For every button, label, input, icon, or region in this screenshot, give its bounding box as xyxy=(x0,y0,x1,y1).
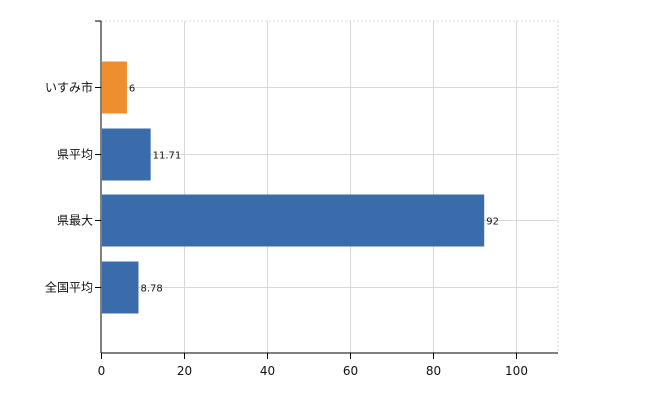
category-label: 全国平均 xyxy=(45,280,93,295)
bars xyxy=(102,61,485,314)
x-tick-label: 100 xyxy=(505,364,528,378)
gridlines xyxy=(101,20,559,353)
axes xyxy=(95,20,558,359)
x-tick-label: 60 xyxy=(343,364,358,378)
data-label: 11.71 xyxy=(153,151,182,162)
bar-1 xyxy=(102,128,151,181)
bar-2 xyxy=(102,194,485,247)
labels: 0 20 40 60 80 100 いすみ市 6 県平均 11.71 県最大 92 全国平均 8.78 xyxy=(45,80,528,379)
x-tick-label: 20 xyxy=(177,364,192,378)
bar-0 xyxy=(102,61,127,114)
category-label: 県平均 xyxy=(57,148,93,162)
data-label: 8.78 xyxy=(140,284,162,295)
x-tick-label: 80 xyxy=(426,364,441,378)
category-label: 県最大 xyxy=(57,214,93,228)
data-label: 6 xyxy=(129,84,135,95)
category-label: いすみ市 xyxy=(45,80,93,95)
bar-3 xyxy=(102,261,139,314)
data-label: 92 xyxy=(486,217,499,228)
x-tick-label: 0 xyxy=(98,364,106,378)
x-tick-label: 40 xyxy=(260,364,275,378)
